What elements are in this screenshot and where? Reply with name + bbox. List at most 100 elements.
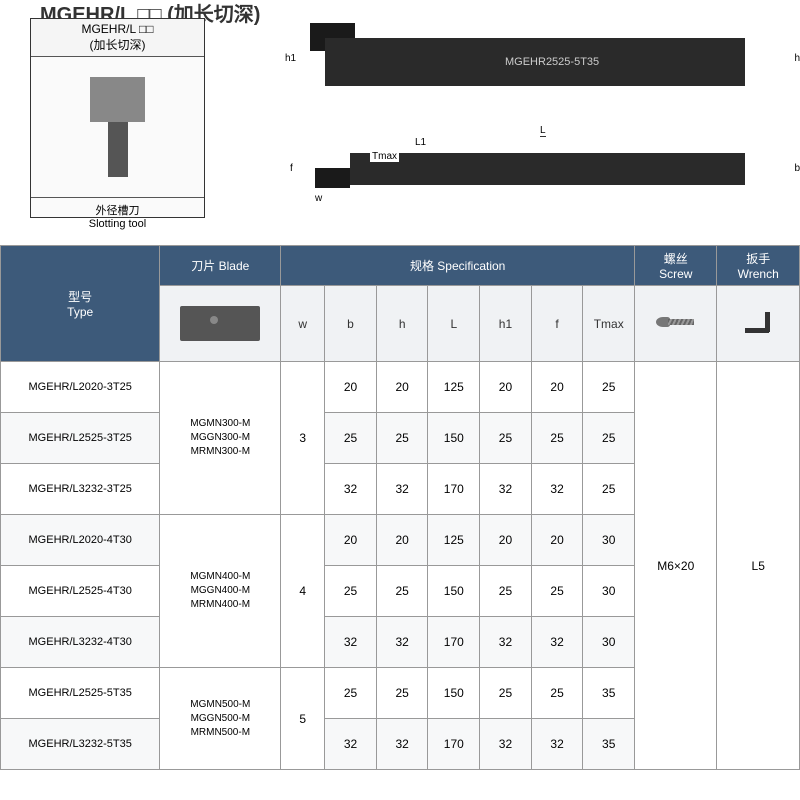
cell-f: 32 — [531, 719, 583, 770]
tool-engraving: MGEHR2525-5T35 — [505, 56, 599, 68]
cell-Tmax: 30 — [583, 617, 635, 668]
cell-type: MGEHR/L3232-3T25 — [1, 464, 160, 515]
cell-f: 25 — [531, 413, 583, 464]
col-spec-group: 规格 Specification — [281, 246, 635, 286]
col-spec-en: Specification — [437, 259, 505, 273]
cell-L: 150 — [428, 668, 480, 719]
dim-b-label: b — [794, 163, 800, 174]
cell-type: MGEHR/L2525-4T30 — [1, 566, 160, 617]
table-body: MGEHR/L2020-3T25MGMN300-M MGGN300-M MRMN… — [1, 362, 800, 770]
dim-Tmax-label: Tmax — [370, 151, 399, 162]
box-header: MGEHR/L □□ (加长切深) — [31, 19, 204, 57]
cell-L: 170 — [428, 719, 480, 770]
cell-type: MGEHR/L2020-3T25 — [1, 362, 160, 413]
cell-b: 32 — [325, 719, 377, 770]
col-screw-cn: 螺丝 — [637, 250, 714, 267]
cell-f: 25 — [531, 668, 583, 719]
col-L: L — [428, 286, 480, 362]
slotting-tool-box: MGEHR/L □□ (加长切深) 外径槽刀 Slotting tool — [30, 18, 205, 218]
cell-h: 25 — [376, 668, 428, 719]
cell-w: 5 — [281, 668, 325, 770]
cell-Tmax: 25 — [583, 413, 635, 464]
blade-icon — [180, 306, 260, 341]
cell-h1: 25 — [480, 668, 532, 719]
cell-h: 25 — [376, 413, 428, 464]
col-blade: 刀片 Blade — [160, 246, 281, 286]
cell-b: 32 — [325, 464, 377, 515]
tool-body-side — [350, 153, 745, 185]
header-row-1: 型号 Type 刀片 Blade 规格 Specification 螺丝 Scr… — [1, 246, 800, 286]
screw-icon-cell — [635, 286, 717, 362]
dim-h-label: h — [794, 53, 800, 64]
cell-blade: MGMN500-M MGGN500-M MRMN500-M — [160, 668, 281, 770]
cell-b: 25 — [325, 566, 377, 617]
dim-f-label: f — [290, 163, 293, 174]
cell-b: 20 — [325, 515, 377, 566]
col-Tmax: Tmax — [583, 286, 635, 362]
col-b: b — [325, 286, 377, 362]
col-type: 型号 Type — [1, 246, 160, 362]
col-wrench: 扳手 Wrench — [717, 246, 800, 286]
cell-w: 4 — [281, 515, 325, 668]
tool-side-view: L L1 Tmax f w b — [260, 123, 790, 213]
blade-icon-cell — [160, 286, 281, 362]
col-screw: 螺丝 Screw — [635, 246, 717, 286]
cell-f: 32 — [531, 617, 583, 668]
cell-h: 32 — [376, 464, 428, 515]
cell-f: 20 — [531, 515, 583, 566]
cell-h: 32 — [376, 617, 428, 668]
cell-f: 32 — [531, 464, 583, 515]
cell-L: 150 — [428, 566, 480, 617]
tool-top-view: h1 MGEHR2525-5T35 h — [260, 28, 790, 98]
cell-h1: 25 — [480, 413, 532, 464]
cell-type: MGEHR/L3232-5T35 — [1, 719, 160, 770]
cell-L: 125 — [428, 362, 480, 413]
cell-type: MGEHR/L2525-3T25 — [1, 413, 160, 464]
cell-h1: 32 — [480, 719, 532, 770]
cell-h: 32 — [376, 719, 428, 770]
dim-L1-label: L1 — [415, 137, 426, 148]
table-row: MGEHR/L2020-3T25MGMN300-M MGGN300-M MRMN… — [1, 362, 800, 413]
wrench-icon — [741, 310, 776, 335]
workpiece-shape — [90, 77, 145, 122]
cell-L: 125 — [428, 515, 480, 566]
col-f: f — [531, 286, 583, 362]
box-illustration — [31, 57, 204, 197]
cell-h: 20 — [376, 515, 428, 566]
col-w: w — [281, 286, 325, 362]
box-footer-en: Slotting tool — [31, 218, 204, 230]
cell-h1: 20 — [480, 515, 532, 566]
cell-b: 25 — [325, 668, 377, 719]
col-wrench-en: Wrench — [719, 267, 797, 281]
cell-Tmax: 25 — [583, 362, 635, 413]
spec-table: 型号 Type 刀片 Blade 规格 Specification 螺丝 Scr… — [0, 245, 800, 770]
cell-blade: MGMN300-M MGGN300-M MRMN300-M — [160, 362, 281, 515]
col-screw-en: Screw — [637, 267, 714, 281]
cell-h1: 20 — [480, 362, 532, 413]
cell-L: 170 — [428, 464, 480, 515]
col-blade-en: Blade — [219, 259, 250, 273]
dim-w-label: w — [315, 193, 322, 204]
cell-f: 25 — [531, 566, 583, 617]
cell-f: 20 — [531, 362, 583, 413]
col-h: h — [376, 286, 428, 362]
col-spec-cn: 规格 — [410, 259, 434, 273]
cell-h1: 32 — [480, 617, 532, 668]
cell-b: 32 — [325, 617, 377, 668]
cell-screw: M6×20 — [635, 362, 717, 770]
cell-h: 25 — [376, 566, 428, 617]
cell-type: MGEHR/L2525-5T35 — [1, 668, 160, 719]
dim-L-label: L — [540, 125, 546, 137]
cell-Tmax: 30 — [583, 515, 635, 566]
col-h1: h1 — [480, 286, 532, 362]
table-header: 型号 Type 刀片 Blade 规格 Specification 螺丝 Scr… — [1, 246, 800, 362]
cell-wrench: L5 — [717, 362, 800, 770]
cell-b: 20 — [325, 362, 377, 413]
cell-Tmax: 35 — [583, 668, 635, 719]
cell-w: 3 — [281, 362, 325, 515]
tool-holder-shape — [108, 122, 128, 177]
cell-h1: 32 — [480, 464, 532, 515]
cell-b: 25 — [325, 413, 377, 464]
dim-h1-label: h1 — [285, 53, 296, 64]
cell-L: 170 — [428, 617, 480, 668]
